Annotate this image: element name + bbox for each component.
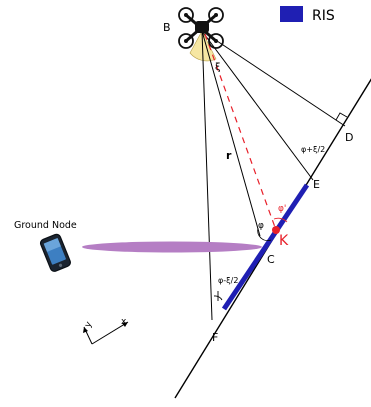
phi-angle-arc — [257, 227, 272, 241]
ray-bf — [201, 30, 213, 321]
point-f-label: F — [212, 331, 218, 344]
dashed-line-bk — [204, 33, 277, 231]
point-e-label: E — [313, 178, 320, 191]
phi-angle-label: φ — [258, 221, 264, 231]
phi-prime-angle-arc — [273, 217, 288, 223]
phi-plus-xi-half-label: φ+ξ/2 — [301, 145, 325, 154]
point-b-label: B — [163, 21, 171, 34]
legend-ris-swatch — [280, 6, 303, 22]
point-c-label: C — [267, 253, 275, 266]
axis-y-label: y — [83, 320, 95, 330]
phi-minus-xi-half-label: φ-ξ/2 — [218, 276, 238, 285]
mobile-phone-icon — [39, 233, 71, 272]
legend-ris-label: RIS — [312, 8, 335, 24]
ground-node-label: Ground Node — [14, 220, 77, 231]
reflection-point-k — [272, 226, 280, 234]
ray-bc — [201, 30, 261, 237]
right-angle-marker — [335, 112, 348, 121]
ray-be — [201, 30, 314, 181]
axis-x-label: x — [121, 317, 127, 327]
ris-surface — [221, 183, 310, 311]
phi-minus-angle-arc — [213, 295, 223, 301]
ray-bd — [201, 30, 346, 127]
ground-beam — [82, 241, 262, 253]
quadcopter-drone-icon — [178, 7, 224, 49]
phi-prime-angle-label: φ' — [278, 204, 286, 214]
distance-r-label: r — [226, 149, 232, 162]
xi-angle-label: ξ — [215, 62, 221, 73]
point-k-label: K — [279, 233, 289, 249]
point-d-label: D — [345, 131, 353, 144]
coordinate-axes-icon — [83, 321, 129, 345]
